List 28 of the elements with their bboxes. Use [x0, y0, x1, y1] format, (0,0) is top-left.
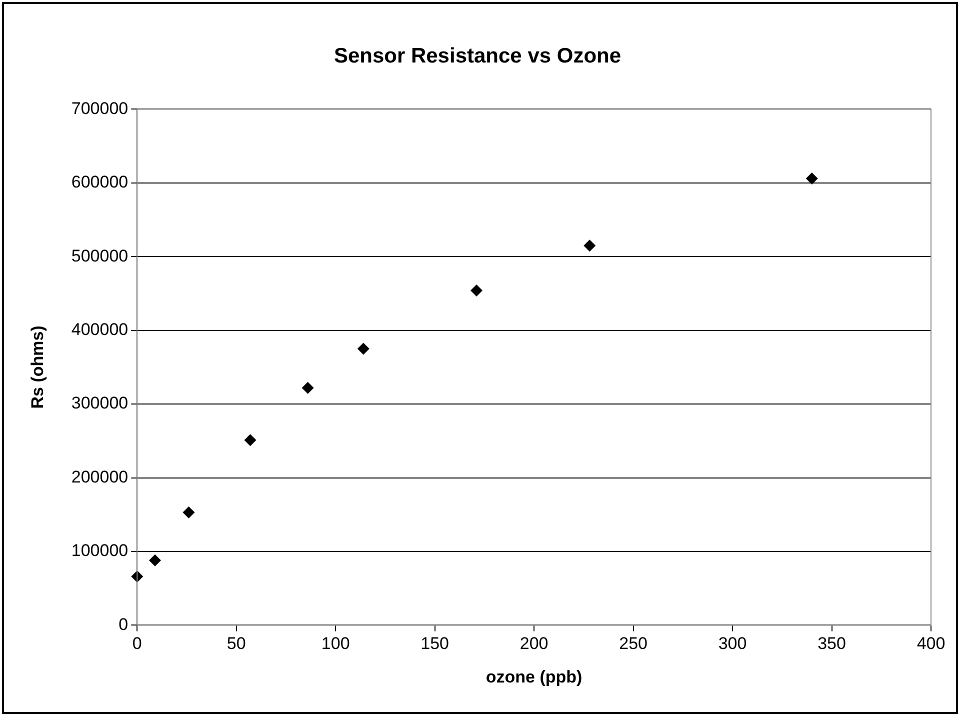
y-tick-label: 500000: [71, 246, 128, 266]
y-tick-label: 100000: [71, 541, 128, 560]
x-tick-label: 200: [520, 634, 548, 654]
x-axis-title: ozone (ppb): [486, 667, 582, 686]
x-tick-label: 150: [420, 634, 450, 654]
x-tick-label: 350: [818, 634, 846, 654]
y-tick-label: 700000: [71, 98, 128, 118]
x-tick-label: 100: [321, 634, 350, 654]
point: [182, 506, 195, 518]
point: [302, 382, 314, 394]
x-tick-label: 300: [718, 634, 747, 654]
point: [584, 240, 596, 252]
y-tick-label: 300000: [71, 394, 128, 413]
y-axis-title: Rs (ohms): [28, 326, 47, 409]
point: [470, 284, 483, 297]
x-tick-label: 400: [916, 634, 946, 654]
y-tick-label: 400000: [71, 320, 128, 340]
x-tick-label: 250: [619, 634, 648, 654]
y-tick-label: 200000: [71, 467, 128, 486]
point: [806, 172, 818, 184]
point: [244, 434, 256, 446]
point: [148, 554, 161, 566]
y-tick-label: 600000: [71, 172, 128, 192]
y-tick-label: 0: [118, 614, 128, 634]
x-tick-label: 0: [132, 634, 142, 654]
x-tick-label: 50: [226, 634, 246, 654]
point: [357, 342, 370, 355]
chart-title: Sensor Resistance vs Ozone: [334, 44, 622, 68]
